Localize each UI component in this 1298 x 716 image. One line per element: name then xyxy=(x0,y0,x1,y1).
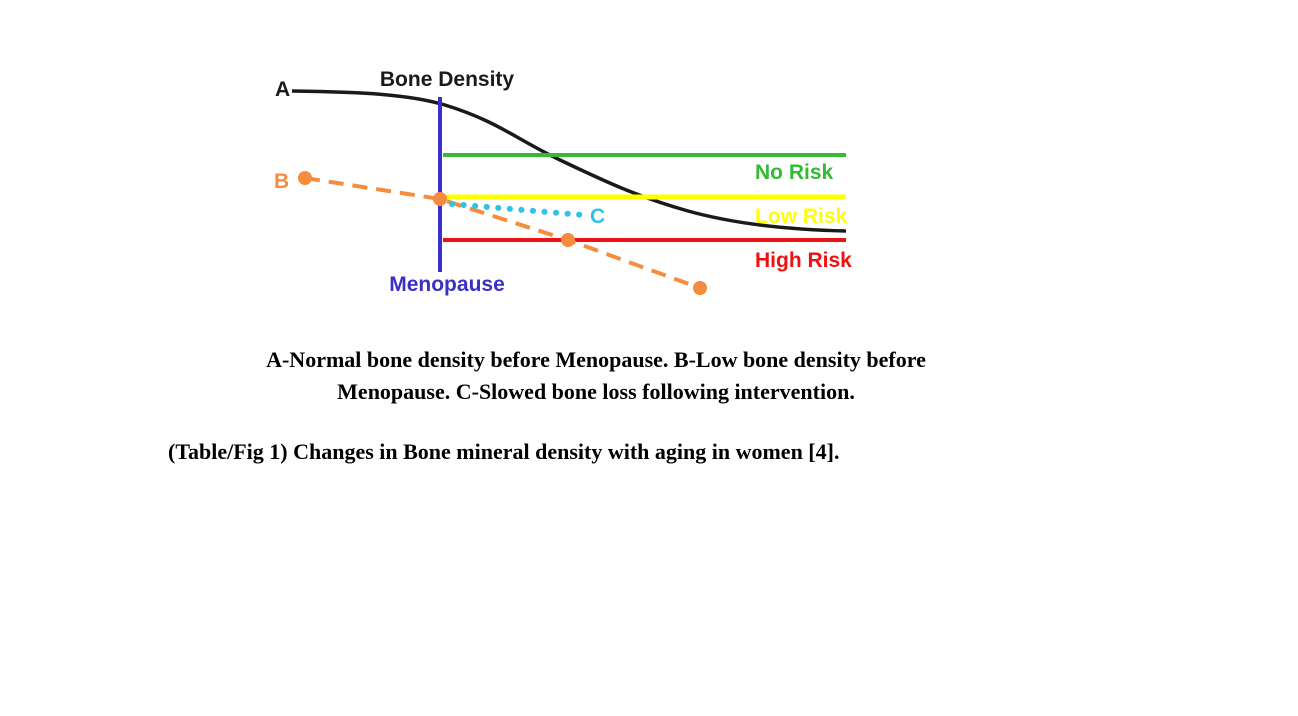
series-a-curve xyxy=(291,89,847,233)
low-risk-label: Low Risk xyxy=(755,205,848,228)
series-b-marker xyxy=(693,281,707,295)
series-b-markers xyxy=(298,171,707,295)
legend-line-1: A-Normal bone density before Menopause. … xyxy=(266,347,926,372)
series-c-label: C xyxy=(590,205,605,228)
menopause-label: Menopause xyxy=(389,273,505,296)
figure-legend-text: A-Normal bone density before Menopause. … xyxy=(168,344,1024,408)
series-b-label: B xyxy=(274,170,289,193)
series-b-marker xyxy=(298,171,312,185)
no-risk-label: No Risk xyxy=(755,161,834,184)
series-b-marker xyxy=(433,192,447,206)
series-b-line xyxy=(304,176,701,290)
legend-line-2: Menopause. C-Slowed bone loss following … xyxy=(337,379,855,404)
series-b-marker xyxy=(561,233,575,247)
figure-caption: (Table/Fig 1) Changes in Bone mineral de… xyxy=(168,439,840,464)
series-c-line xyxy=(449,201,586,218)
series-a-label: A xyxy=(275,78,290,101)
figure-title: Bone Density xyxy=(380,68,515,91)
bone-density-figure: Bone Density A Menopause No Risk Low Ris… xyxy=(274,68,852,296)
high-risk-label: High Risk xyxy=(755,249,852,272)
